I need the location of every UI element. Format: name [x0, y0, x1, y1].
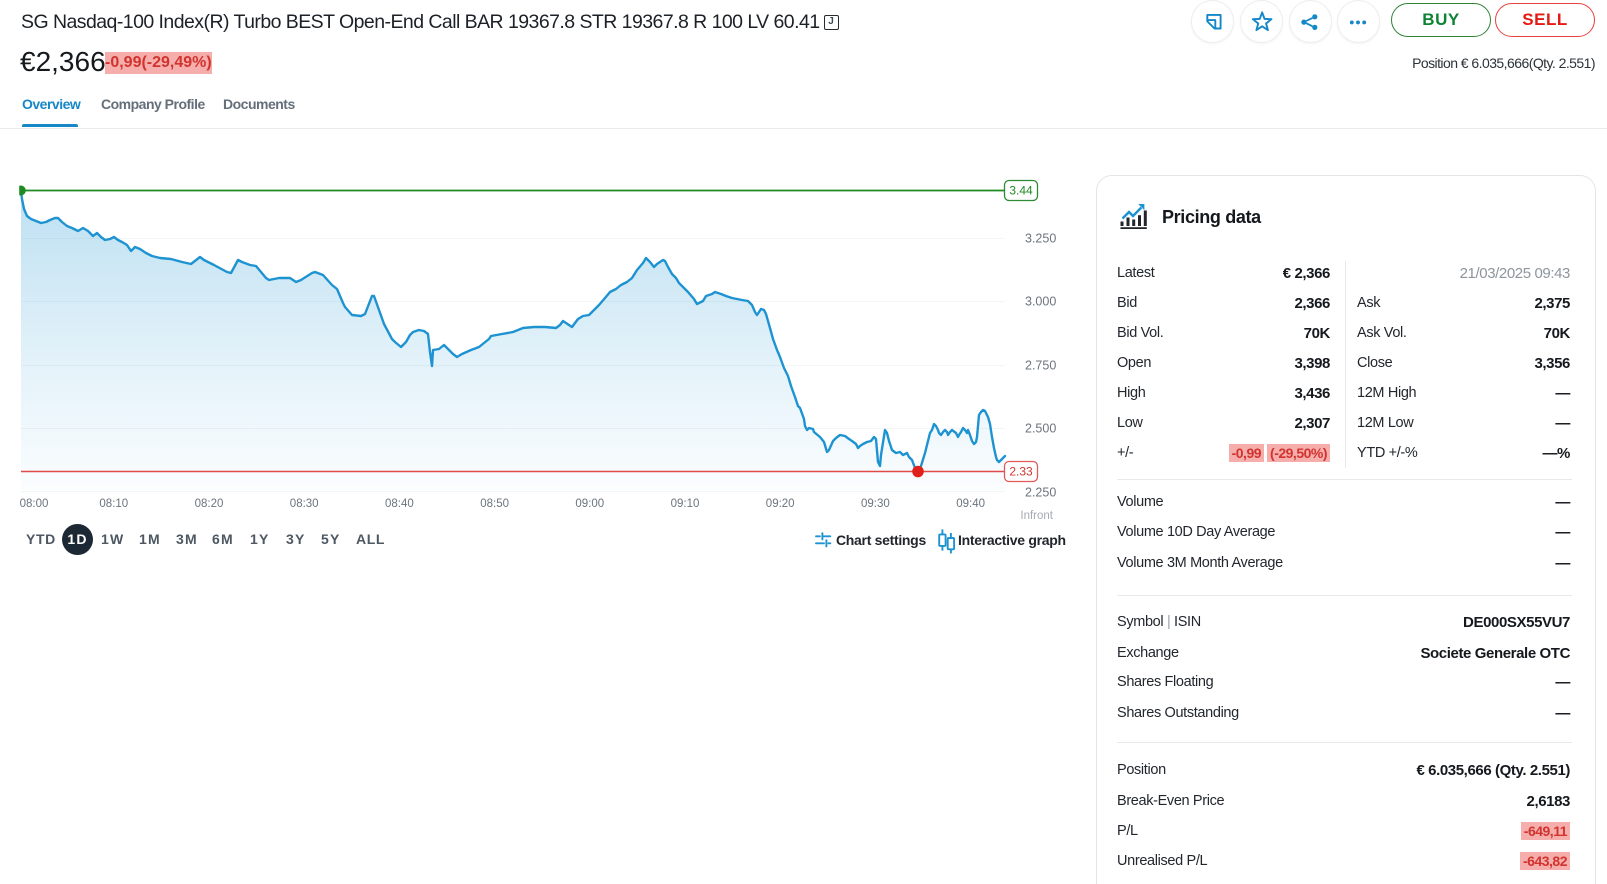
svg-text:09:00: 09:00	[575, 498, 604, 510]
svg-text:2.500: 2.500	[1025, 422, 1056, 436]
svg-text:09:40: 09:40	[956, 498, 985, 510]
svg-text:2.750: 2.750	[1025, 359, 1056, 373]
svg-text:Infront: Infront	[1020, 510, 1053, 522]
svg-text:08:30: 08:30	[290, 498, 319, 510]
svg-text:3.000: 3.000	[1025, 295, 1056, 309]
svg-text:08:10: 08:10	[99, 498, 128, 510]
svg-text:3.44: 3.44	[1009, 184, 1033, 198]
svg-text:08:50: 08:50	[480, 498, 509, 510]
svg-text:09:20: 09:20	[766, 498, 795, 510]
svg-text:2.250: 2.250	[1025, 486, 1056, 500]
svg-text:08:20: 08:20	[195, 498, 224, 510]
svg-text:08:40: 08:40	[385, 498, 414, 510]
svg-text:08:00: 08:00	[20, 498, 49, 510]
svg-text:2.33: 2.33	[1009, 465, 1033, 479]
svg-text:09:30: 09:30	[861, 498, 890, 510]
svg-text:3.250: 3.250	[1025, 232, 1056, 246]
svg-text:09:10: 09:10	[671, 498, 700, 510]
